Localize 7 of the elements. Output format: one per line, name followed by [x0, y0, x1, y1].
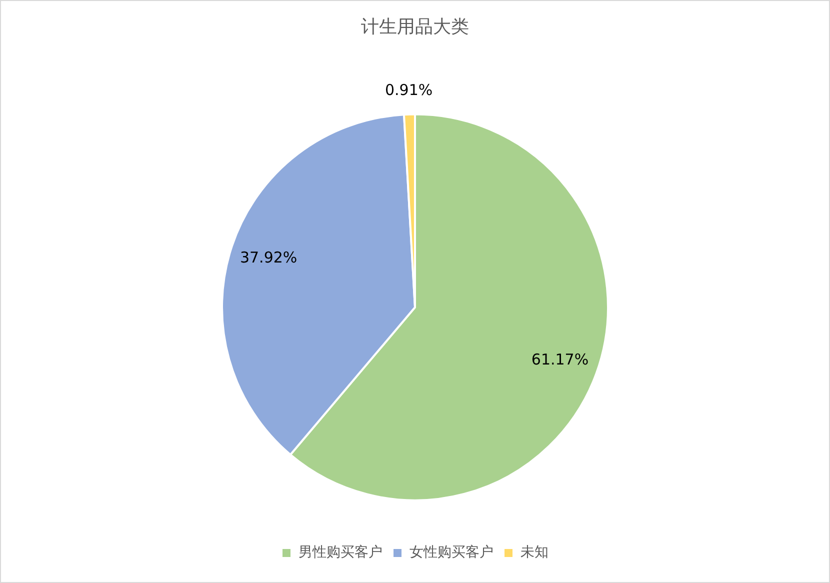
legend-label: 未知	[520, 544, 548, 561]
data-label: 37.92%	[240, 248, 298, 266]
data-label: 0.91%	[384, 81, 433, 100]
data-label: 61.17%	[531, 350, 589, 368]
legend-label: 女性购买客户	[410, 544, 494, 561]
chart-title: 计生用品大类	[361, 16, 469, 38]
legend-label: 男性购买客户	[298, 544, 382, 561]
